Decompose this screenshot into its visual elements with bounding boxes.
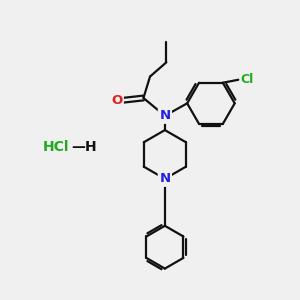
Text: N: N	[159, 172, 170, 185]
Text: N: N	[159, 109, 170, 122]
Text: —: —	[71, 140, 85, 154]
Text: Cl: Cl	[241, 73, 254, 86]
Text: O: O	[111, 94, 122, 107]
Text: HCl: HCl	[43, 140, 70, 154]
Text: H: H	[85, 140, 96, 154]
